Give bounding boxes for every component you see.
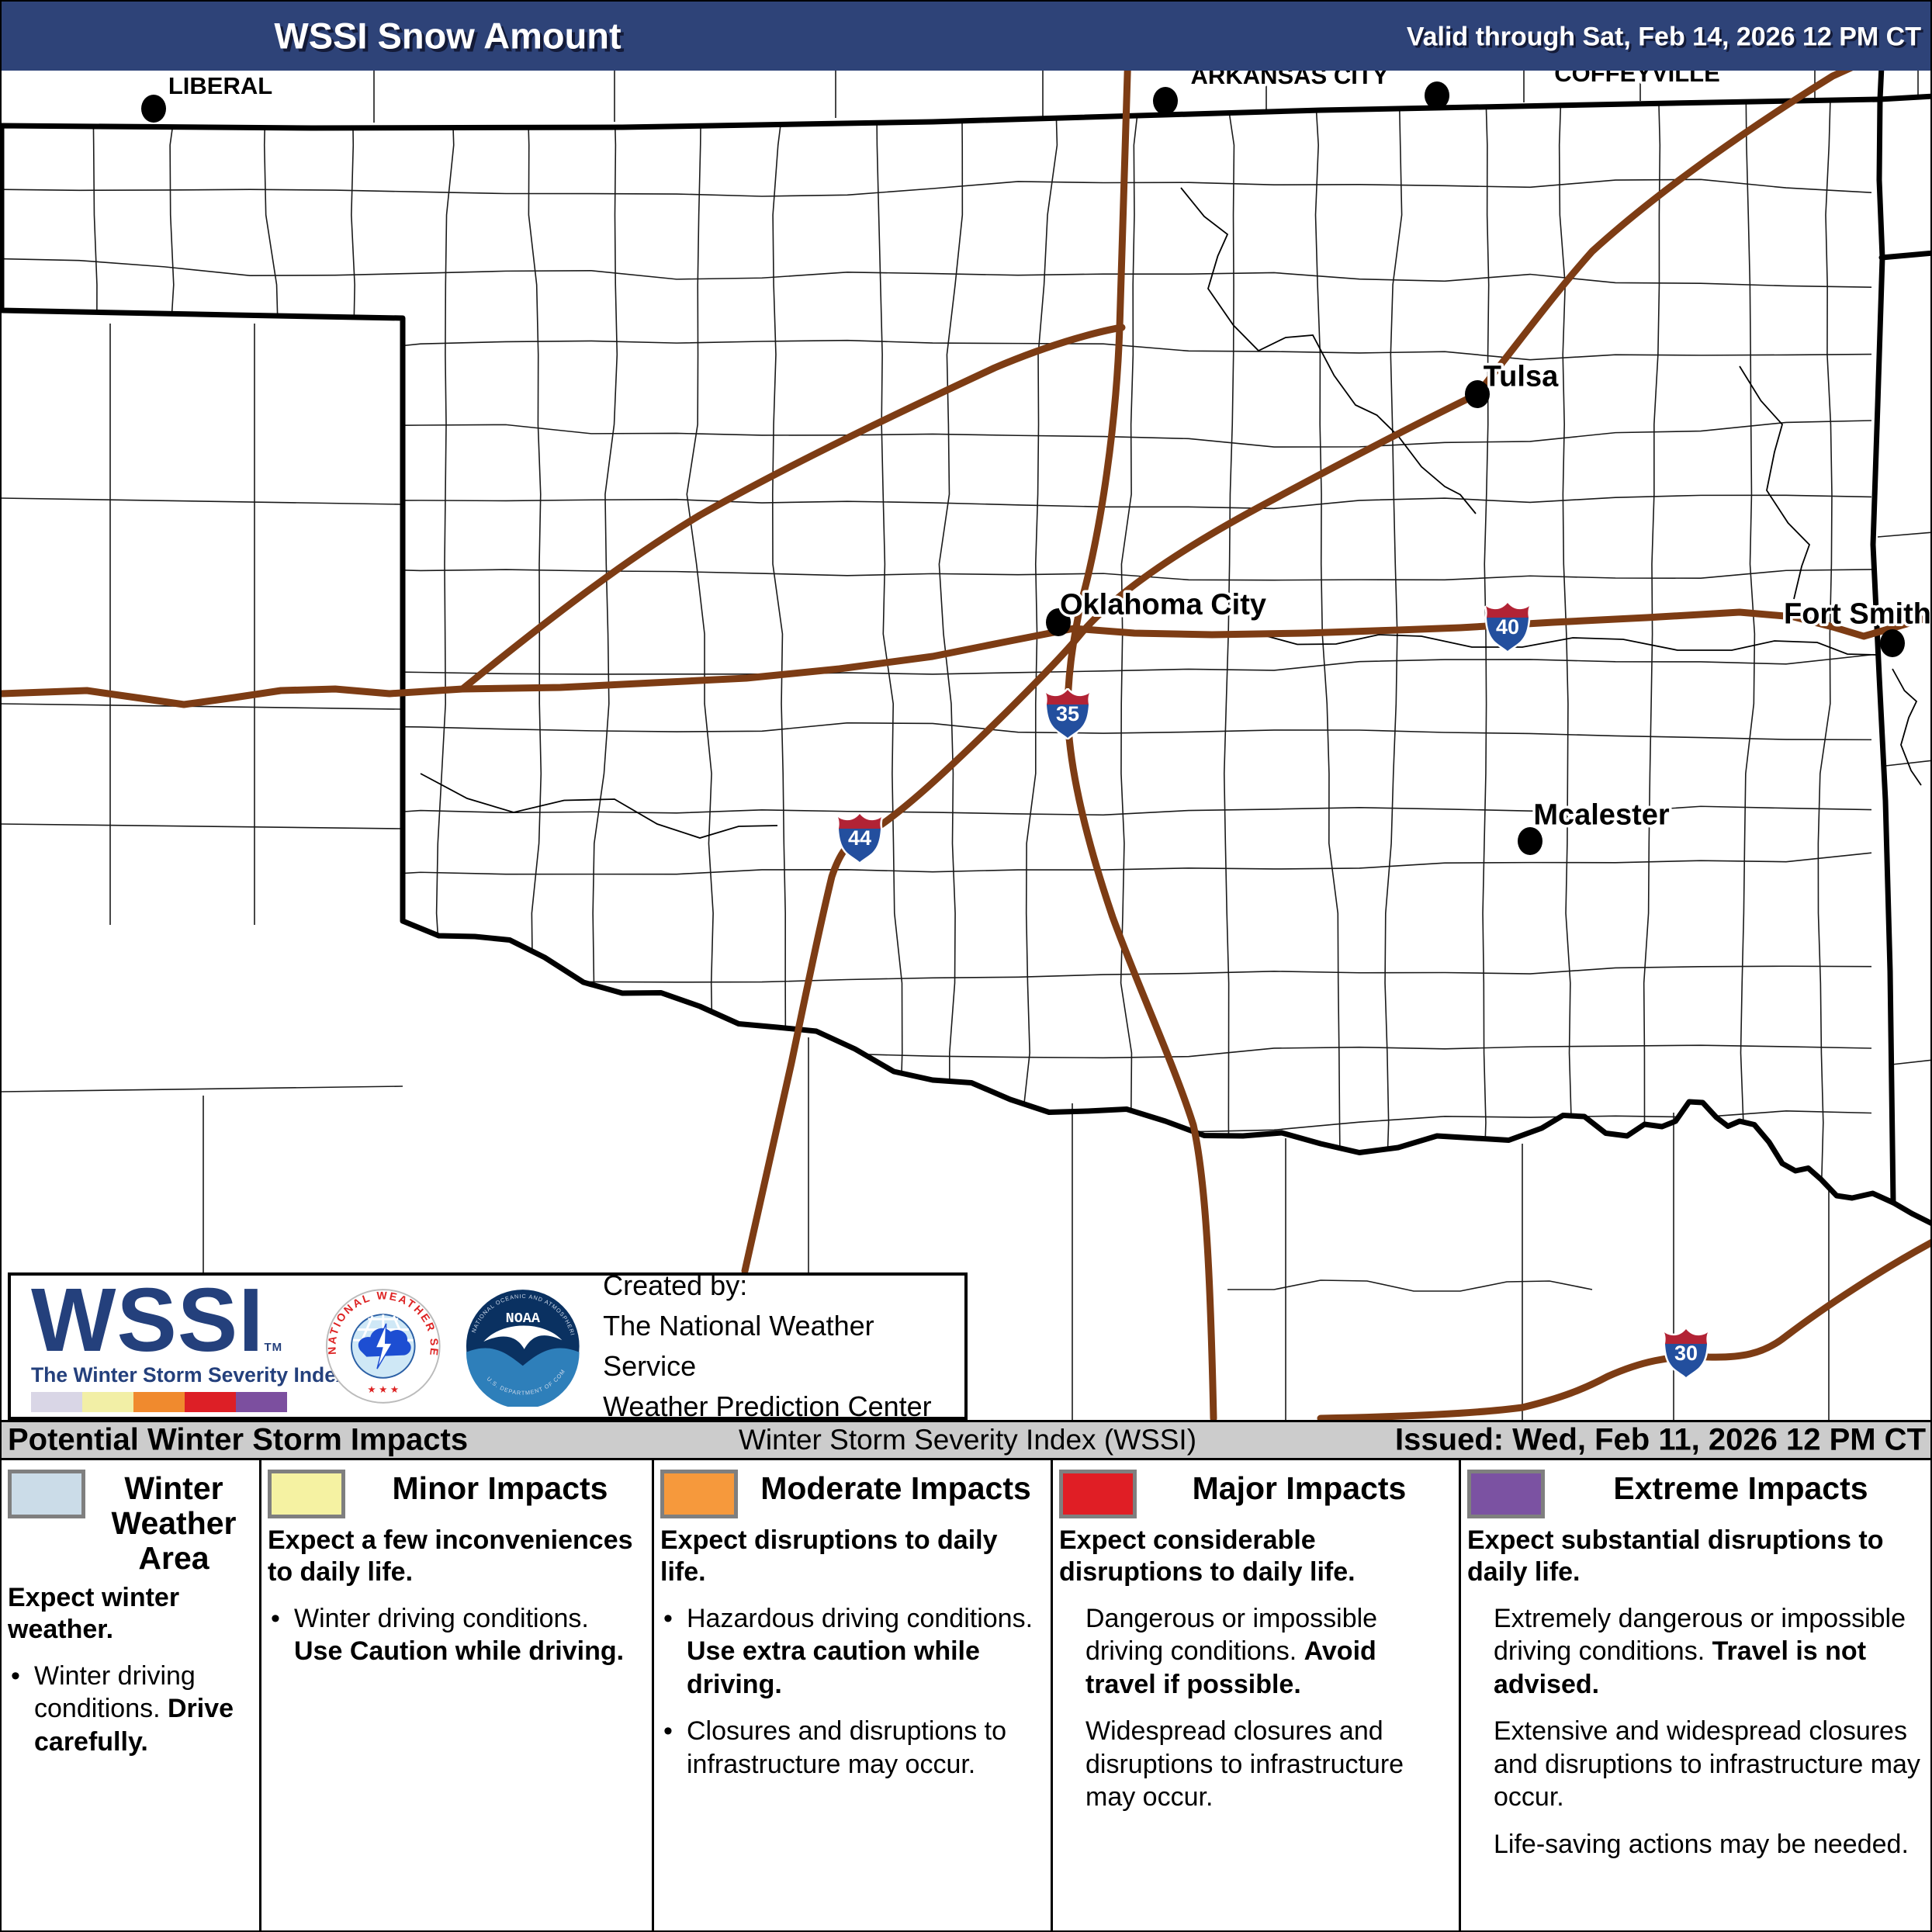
legend-column-major-impacts: Major Impacts Expect considerable disrupt… xyxy=(1051,1460,1459,1930)
legend-title-minor-impacts: Minor Impacts xyxy=(392,1470,608,1506)
nws-logo: NATIONAL WEATHER SERVICE ★ ★ ★ xyxy=(325,1289,441,1404)
svg-text:44: 44 xyxy=(848,826,871,850)
city-dot-coffeyville xyxy=(1425,81,1449,109)
wssi-colorbar-swatch-3 xyxy=(185,1391,236,1412)
legend-swatch-minor-impacts xyxy=(268,1470,345,1518)
legend-column-moderate-impacts: Moderate Impacts Expect disruptions to da… xyxy=(652,1460,1051,1930)
interstate-shields: 35 40 44 30 xyxy=(838,603,1708,1377)
impacts-legend: Winter Weather Area Expect winter weather… xyxy=(2,1460,1930,1930)
city-dot-mcalester xyxy=(1518,827,1542,855)
map-background xyxy=(2,71,1930,1420)
legend-lead-winter-weather-area: Expect winter weather. xyxy=(8,1583,180,1645)
legend-title-major-impacts: Major Impacts xyxy=(1192,1470,1407,1506)
wssi-colorbar-swatch-2 xyxy=(133,1391,185,1412)
legend-item: • Hazardous driving conditions. Use extra… xyxy=(663,1603,1034,1699)
issued-timestamp: Issued: Wed, Feb 11, 2026 12 PM CT xyxy=(1395,1422,1926,1457)
legend-lead-minor-impacts: Expect a few inconveniences to daily lif… xyxy=(268,1525,633,1587)
legend-swatch-extreme-impacts xyxy=(1467,1470,1545,1518)
city-label-tulsa: Tulsa xyxy=(1484,361,1559,393)
legend-item: Extremely dangerous or impossible drivin… xyxy=(1494,1603,1906,1699)
interstate-40-shield: 40 xyxy=(1486,603,1529,651)
legend-lead-moderate-impacts: Expect disruptions to daily life. xyxy=(660,1525,998,1587)
status-bar: Potential Winter Storm Impacts Winter St… xyxy=(2,1420,1930,1460)
legend-item: Life-saving actions may be needed. xyxy=(1494,1829,1909,1859)
city-label-fort-smith: Fort Smith xyxy=(1784,598,1931,631)
wssi-colorbar-swatch-1 xyxy=(82,1391,133,1412)
city-label-coffeyville: COFFEYVILLE xyxy=(1554,71,1720,87)
svg-text:30: 30 xyxy=(1674,1342,1698,1365)
city-markers: LIBERAL ARKANSAS CITY COFFEYVILLE Tulsa Okla… xyxy=(141,71,1931,855)
city-dot-arkansas-city xyxy=(1153,87,1178,115)
svg-text:NOAA: NOAA xyxy=(505,1311,540,1327)
legend-item: • Closures and disruptions to infrastruct… xyxy=(663,1716,1007,1779)
legend-item: • Winter driving conditions. Drive carefu… xyxy=(11,1660,234,1757)
legend-title-winter-weather-area: Winter Weather Area xyxy=(111,1470,237,1577)
city-dot-oklahoma-city xyxy=(1046,608,1071,636)
city-label-oklahoma-city: Oklahoma City xyxy=(1060,589,1266,621)
city-label-liberal: LIBERAL xyxy=(168,72,272,99)
wssi-severity-colorbar xyxy=(31,1391,303,1412)
legend-column-extreme-impacts: Extreme Impacts Expect substantial disrup… xyxy=(1459,1460,1930,1930)
legend-lead-extreme-impacts: Expect substantial disruptions to daily … xyxy=(1467,1525,1884,1587)
wssi-logo: WSSITM The Winter Storm Severity Index xyxy=(31,1275,348,1412)
interstate-highways xyxy=(2,71,1930,1420)
bullet-icon: • xyxy=(11,1660,20,1691)
legend-swatch-moderate-impacts xyxy=(660,1470,738,1518)
bullet-icon: • xyxy=(663,1603,673,1633)
svg-text:40: 40 xyxy=(1496,615,1519,639)
legend-title-moderate-impacts: Moderate Impacts xyxy=(760,1470,1031,1506)
page-title: WSSI Snow Amount xyxy=(274,15,621,57)
legend-item: Extensive and widespread closures and di… xyxy=(1494,1716,1920,1813)
interstate-44-shield: 44 xyxy=(838,814,881,862)
wssi-logo-box: WSSITM The Winter Storm Severity Index N… xyxy=(8,1269,968,1422)
created-by-text: Created by: The National Weather Service… xyxy=(603,1269,932,1423)
valid-through-text: Valid through Sat, Feb 14, 2026 12 PM CT xyxy=(1406,22,1921,52)
city-dot-fort-smith xyxy=(1880,629,1905,657)
legend-swatch-winter-weather-area xyxy=(8,1470,85,1518)
interstate-30-shield: 30 xyxy=(1664,1329,1708,1377)
status-bar-title: Potential Winter Storm Impacts xyxy=(8,1422,469,1457)
legend-item: Dangerous or impossible driving conditio… xyxy=(1085,1603,1378,1699)
bullet-icon: • xyxy=(663,1716,673,1747)
interstate-35-shield: 35 xyxy=(1046,690,1089,738)
wssi-tagline: The Winter Storm Severity Index xyxy=(31,1362,348,1387)
city-dot-liberal xyxy=(141,95,166,123)
river-streams xyxy=(420,187,1922,839)
bullet-icon: • xyxy=(271,1603,280,1633)
city-label-mcalester: Mcalester xyxy=(1533,799,1670,832)
wssi-colorbar-swatch-4 xyxy=(236,1391,287,1412)
legend-item: • Winter driving conditions. Use Caution … xyxy=(271,1603,625,1667)
wssi-logo-text: WSSI xyxy=(31,1269,265,1371)
legend-lead-major-impacts: Expect considerable disruptions to daily… xyxy=(1059,1525,1356,1587)
legend-column-minor-impacts: Minor Impacts Expect a few inconveniences… xyxy=(259,1460,652,1930)
header-bar: WSSI Snow Amount Valid through Sat, Feb … xyxy=(2,2,1930,71)
city-label-arkansas-city: ARKANSAS CITY xyxy=(1191,71,1389,89)
svg-text:35: 35 xyxy=(1056,702,1079,725)
svg-text:★ ★ ★: ★ ★ ★ xyxy=(367,1384,399,1395)
map-canvas[interactable]: 35 40 44 30 LIBERAL ARKANSAS CITY COFFEYVILLE… xyxy=(2,71,1932,1420)
trademark: TM xyxy=(264,1341,283,1355)
status-bar-subtitle: Winter Storm Severity Index (WSSI) xyxy=(738,1424,1197,1456)
city-dot-tulsa xyxy=(1465,380,1490,408)
wssi-colorbar-swatch-0 xyxy=(31,1391,82,1412)
legend-swatch-major-impacts xyxy=(1059,1470,1137,1518)
legend-item: Widespread closures and disruptions to i… xyxy=(1085,1716,1404,1813)
legend-title-extreme-impacts: Extreme Impacts xyxy=(1613,1470,1868,1506)
noaa-logo: NATIONAL OCEANIC AND ATMOSPHERIC ADMINIS… xyxy=(466,1290,580,1407)
state-borders xyxy=(2,71,1930,1226)
legend-column-winter-weather-area: Winter Weather Area Expect winter weather… xyxy=(2,1460,259,1930)
